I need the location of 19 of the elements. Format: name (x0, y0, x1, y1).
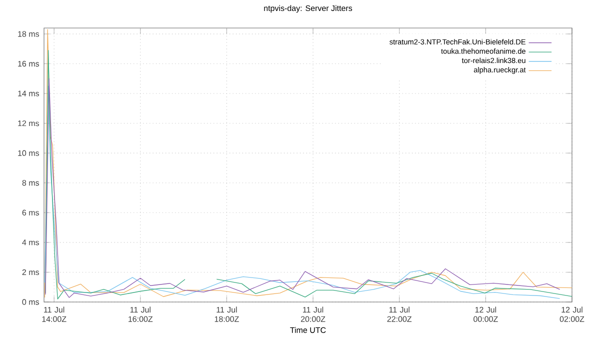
x-tick-label: 11 Jul 14:00Z (42, 306, 66, 322)
x-axis-title: Time UTC (290, 327, 326, 333)
y-tick-label: 0 ms (22, 299, 40, 305)
x-tick-label: 11 Jul 20:00Z (300, 306, 326, 322)
y-tick-label: 16 ms (18, 60, 40, 67)
x-tick-label: 11 Jul 22:00Z (387, 306, 412, 322)
y-tick-label: 8 ms (22, 180, 40, 186)
y-tick-label: 18 ms (18, 31, 40, 37)
x-tick-label: 12 Jul 02:00Z (560, 306, 584, 322)
x-tick-label: 12 Jul 00:00Z (474, 306, 498, 322)
y-tick-label: 6 ms (22, 210, 40, 216)
y-tick-label: 12 ms (18, 120, 40, 126)
x-tick-label: 11 Jul 18:00Z (214, 306, 239, 322)
y-tick-label: 2 ms (22, 269, 40, 276)
y-tick-label: 4 ms (22, 240, 40, 246)
y-tick-label: 10 ms (18, 150, 40, 156)
chart-title: ntpvis-day: Server Jitters (264, 5, 352, 13)
x-tick-label: 11 Jul 16:00Z (128, 306, 153, 322)
y-tick-label: 14 ms (18, 90, 40, 96)
